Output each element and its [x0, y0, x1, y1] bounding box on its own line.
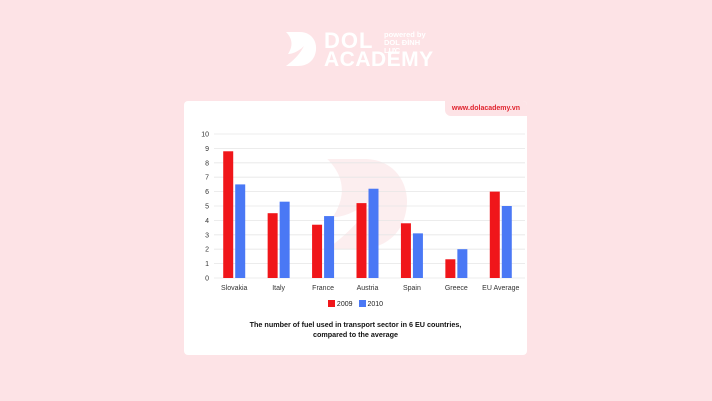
- y-tick-label: 1: [205, 261, 209, 268]
- bar-2010: [501, 206, 512, 278]
- x-tick-label: France: [312, 285, 334, 292]
- legend-item-2009: 2009: [327, 300, 353, 308]
- bar-2010: [412, 233, 423, 278]
- logo-dol-text: DOL: [324, 28, 374, 53]
- y-tick-label: 4: [205, 218, 209, 225]
- y-tick-label: 9: [205, 146, 209, 153]
- bar-2009: [267, 213, 278, 278]
- powered-by-label: powered by: [384, 30, 426, 39]
- legend-item-2010: 2010: [358, 300, 384, 308]
- y-tick-label: 6: [205, 189, 209, 196]
- caption-line-2: compared to the average: [312, 330, 399, 339]
- x-tick-label: Austria: [357, 285, 379, 292]
- y-tick-label: 2: [205, 247, 209, 254]
- dol-academy-logo: DOL powered by DOL ĐÌNH LỰC ACADEMY: [284, 28, 434, 71]
- legend-swatch: [358, 300, 366, 307]
- bar-2009: [400, 223, 411, 278]
- bar-2010: [235, 184, 246, 278]
- bar-2010: [457, 249, 468, 278]
- bar-2010: [279, 201, 290, 278]
- bar-2009: [489, 191, 500, 278]
- bar-2009: [356, 203, 367, 278]
- chart-card: 0 1 2 3 4 5 6 7 8 9 10 Slovakia Italy France Austria Sp…: [184, 101, 527, 355]
- bar-2010: [324, 216, 335, 278]
- chart-caption: The number of fuel used in transport sec…: [184, 320, 527, 340]
- legend-swatch: [327, 300, 335, 307]
- x-tick-label: Greece: [445, 285, 468, 292]
- x-tick-label: EU Average: [482, 285, 519, 292]
- x-tick-label: Slovakia: [221, 285, 248, 292]
- logo-academy-text: ACADEMY: [324, 48, 434, 71]
- legend-label: 2010: [367, 301, 384, 308]
- bar-chart: 0 1 2 3 4 5 6 7 8 9 10 Slovakia Italy France Austria Sp…: [201, 132, 525, 292]
- bar-2009: [223, 151, 234, 278]
- logo-powered-by: powered by DOL ĐÌNH LỰC: [384, 31, 434, 55]
- bar-2009: [445, 259, 456, 278]
- watermark-logo-icon: [327, 159, 408, 249]
- legend-label: 2009: [336, 301, 353, 308]
- powered-by-org: DOL ĐÌNH LỰC: [384, 38, 421, 55]
- x-tick-label: Italy: [272, 285, 285, 292]
- y-tick-label: 10: [201, 132, 209, 139]
- website-link[interactable]: www.dolacademy.vn: [444, 101, 527, 116]
- y-tick-label: 7: [205, 175, 209, 182]
- x-tick-label: Spain: [403, 285, 421, 292]
- y-tick-label: 8: [205, 160, 209, 167]
- caption-line-1: The number of fuel used in transport sec…: [249, 320, 462, 329]
- bar-2010: [368, 188, 379, 278]
- chart-legend: 2009 2010: [184, 300, 527, 308]
- dol-logo-mark-icon: [286, 32, 317, 66]
- y-tick-label: 0: [205, 276, 209, 283]
- y-tick-label: 5: [205, 204, 209, 211]
- bar-2009: [312, 224, 323, 278]
- y-tick-label: 3: [205, 232, 209, 239]
